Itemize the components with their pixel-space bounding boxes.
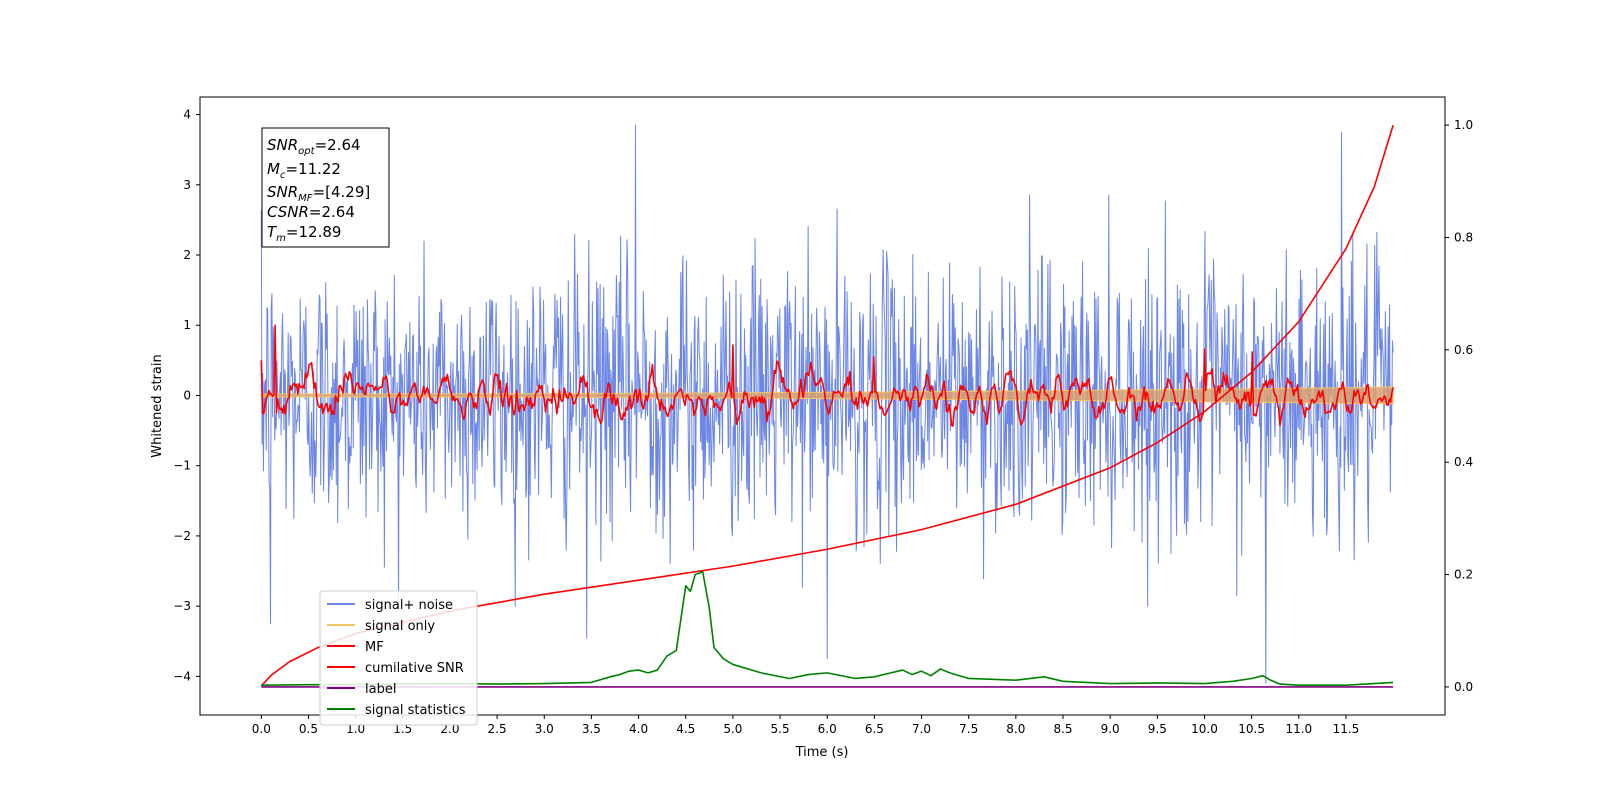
y2-tick-label-4: 0.2 — [1454, 568, 1473, 582]
x-tick-label-15: 7.5 — [959, 722, 978, 736]
x-tick-label-17: 8.5 — [1053, 722, 1072, 736]
x-tick-label-9: 4.5 — [676, 722, 695, 736]
x-axis-ticks: 0.0 0.5 1.0 1.5 2.0 2.5 3.0 3.5 4.0 4.5 5.0 5.5 6.0 6… — [252, 715, 1360, 736]
y2-tick-label-0: 1.0 — [1454, 118, 1473, 132]
legend-label-mf: MF — [365, 640, 384, 655]
legend-label-label: label — [365, 682, 396, 697]
y-tick-label-7: −3 — [173, 599, 191, 613]
y2-tick-label-1: 0.8 — [1454, 230, 1473, 244]
x-tick-label-23: 11.5 — [1333, 722, 1360, 736]
series-mf — [260, 324, 1394, 427]
y-tick-label-2: 2 — [183, 248, 191, 262]
annotation-line-snr-mf: SNRMF=[4.29] — [267, 183, 370, 204]
annotation-line-tm: Tm=12.89 — [267, 223, 341, 244]
legend-label-signal-noise: signal+ noise — [365, 598, 453, 613]
y2-tick-label-3: 0.4 — [1454, 455, 1473, 469]
x-tick-label-18: 9.0 — [1101, 722, 1120, 736]
y-tick-label-5: −1 — [173, 459, 191, 473]
y-tick-label-1: 3 — [183, 178, 191, 192]
y2-tick-label-5: 0.0 — [1454, 680, 1473, 694]
annotation-line-mc: Mc=11.22 — [267, 160, 341, 181]
x-tick-label-0: 0.0 — [252, 722, 271, 736]
x-tick-label-16: 8.0 — [1006, 722, 1025, 736]
annotation-box: SNRopt=2.64 Mc=11.22 SNRMF=[4.29] CSNR=2… — [261, 127, 390, 248]
x-tick-label-19: 9.5 — [1148, 722, 1167, 736]
y-tick-label-0: 4 — [183, 108, 191, 122]
x-tick-label-21: 10.5 — [1238, 722, 1265, 736]
x-tick-label-5: 2.5 — [488, 722, 507, 736]
series-signal-noise — [260, 124, 1394, 684]
x-tick-label-20: 10.0 — [1191, 722, 1218, 736]
legend-label-signal-only: signal only — [365, 619, 435, 634]
legend-label-cumulative-snr: cumilative SNR — [365, 661, 464, 676]
x-tick-label-1: 0.5 — [299, 722, 318, 736]
plot-area-frame — [199, 96, 1446, 716]
series-signal-statistics — [261, 570, 1394, 687]
annotation-line-csnr: CSNR=2.64 — [267, 203, 355, 221]
y-tick-label-8: −4 — [173, 669, 191, 683]
x-tick-label-7: 3.5 — [582, 722, 601, 736]
y-axis-label: Whitened strain — [150, 354, 165, 457]
y-axis-ticks: 4 3 2 1 0 −1 −2 −3 −4 — [173, 108, 200, 683]
x-tick-label-12: 6.0 — [818, 722, 837, 736]
legend-frame — [319, 590, 478, 726]
x-tick-label-6: 3.0 — [535, 722, 554, 736]
x-axis-label: Time (s) — [795, 745, 849, 760]
x-tick-label-11: 5.5 — [771, 722, 790, 736]
y2-axis-ticks: 1.0 0.8 0.6 0.4 0.2 0.0 — [1445, 118, 1473, 694]
y-tick-label-6: −2 — [173, 529, 191, 543]
y2-tick-label-2: 0.6 — [1454, 343, 1473, 357]
legend: signal+ noise signal only MF cumilative … — [319, 590, 478, 726]
x-tick-label-22: 11.0 — [1285, 722, 1312, 736]
x-tick-label-10: 5.0 — [723, 722, 742, 736]
x-tick-label-14: 7.0 — [912, 722, 931, 736]
legend-label-signal-statistics: signal statistics — [365, 703, 466, 718]
y-tick-label-4: 0 — [183, 388, 191, 402]
x-tick-label-13: 6.5 — [865, 722, 884, 736]
x-tick-label-8: 4.0 — [629, 722, 648, 736]
annotation-line-snr-opt: SNRopt=2.64 — [267, 136, 361, 157]
y-tick-label-3: 1 — [183, 318, 191, 332]
series-signal-only — [260, 386, 1394, 405]
